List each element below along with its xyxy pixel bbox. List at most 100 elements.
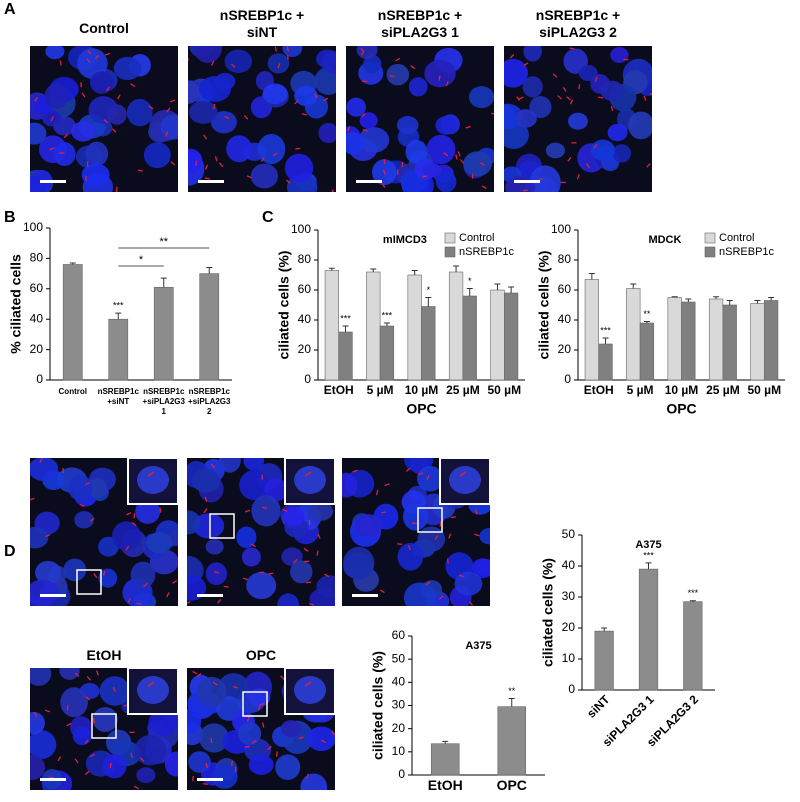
nucleus: [243, 458, 265, 471]
x-tick-label: Control: [59, 387, 87, 396]
x-tick-label: siNT: [584, 692, 613, 721]
image-title: Control: [79, 20, 129, 36]
cilium: [362, 129, 368, 132]
cilium: [285, 179, 291, 184]
y-tick-label: 60: [392, 628, 406, 642]
cilium: [127, 597, 131, 604]
nucleus: [343, 546, 375, 580]
nucleus: [146, 532, 173, 554]
nucleus: [30, 668, 52, 686]
cilium: [172, 580, 178, 584]
cilium: [610, 105, 614, 112]
bar: [708, 298, 724, 381]
comparison-label: *: [139, 254, 144, 266]
significance: ***: [643, 550, 654, 560]
cilium: [455, 154, 458, 160]
nucleus: [92, 707, 118, 732]
nucleus: [53, 142, 76, 166]
nucleus: [435, 171, 457, 192]
y-tick-label: 20: [298, 342, 312, 356]
cilium: [518, 96, 524, 100]
cilium: [50, 116, 54, 122]
nucleus: [282, 506, 305, 527]
nucleus: [424, 59, 456, 88]
cilium: [212, 681, 218, 686]
x-tick-label: 10 µM: [405, 383, 439, 397]
cilium: [223, 585, 229, 588]
x-tick-label: 50 µM: [748, 383, 782, 397]
bar: [503, 292, 519, 381]
bar: [421, 306, 436, 381]
cilium: [188, 58, 190, 61]
error-bar: [442, 740, 449, 744]
cilium: [361, 50, 365, 56]
cilium: [594, 76, 598, 82]
y-tick-label: 60: [298, 282, 312, 296]
scale-bar: [40, 594, 66, 597]
significance: ***: [382, 310, 393, 320]
cilium: [139, 757, 145, 762]
error-bar: [685, 298, 692, 302]
y-tick-label: 20: [30, 342, 44, 356]
inset-nucleus: [294, 676, 326, 704]
nucleus: [590, 139, 615, 161]
significance: ***: [340, 313, 351, 323]
y-tick-label: 60: [30, 281, 44, 295]
nucleus: [30, 175, 46, 192]
x-tick-label: 10 µM: [665, 383, 699, 397]
nucleus: [545, 142, 566, 159]
cilium: [458, 574, 464, 578]
bar: [638, 568, 659, 691]
nucleus: [188, 100, 218, 124]
nucleus: [342, 472, 358, 498]
error-bar: [328, 267, 335, 271]
cilium: [261, 722, 265, 728]
cilium: [324, 573, 330, 578]
cilium: [468, 601, 474, 606]
image-title-line: siNT: [247, 24, 278, 40]
error-bar: [466, 288, 473, 296]
cilium: [45, 534, 51, 538]
cilium: [598, 96, 604, 99]
cilium: [232, 685, 238, 689]
cilium: [115, 186, 118, 192]
nucleus: [356, 46, 378, 60]
nucleus: [346, 97, 366, 117]
nucleus: [405, 139, 428, 164]
significance: *: [427, 285, 431, 295]
legend-swatch: [444, 246, 456, 258]
x-tick-label-line: +siPLA2G3: [143, 397, 186, 406]
chart-title: A375: [465, 640, 491, 652]
inset-nucleus: [137, 466, 169, 494]
bar: [199, 273, 220, 381]
y-tick-label: 100: [291, 222, 311, 236]
cilium: [94, 54, 100, 60]
error-bar: [630, 283, 637, 289]
micrograph: [346, 46, 494, 192]
cilium: [112, 686, 116, 692]
nucleus: [529, 165, 561, 192]
nucleus: [199, 723, 229, 753]
cilium: [323, 97, 329, 102]
bar: [639, 322, 655, 381]
cilium: [259, 703, 265, 706]
error-bar: [383, 322, 390, 326]
nucleus: [262, 83, 288, 105]
nucleus: [102, 754, 127, 779]
nucleus: [68, 475, 93, 501]
cilium: [439, 521, 442, 527]
bar: [763, 300, 779, 381]
cilium: [246, 716, 250, 722]
nucleus: [600, 80, 624, 101]
cells: [30, 458, 178, 606]
cilium: [523, 62, 529, 66]
cilium: [126, 512, 132, 516]
inset-source: [91, 713, 117, 739]
y-tick-label: 40: [30, 311, 44, 325]
x-tick-label-line: EtOH: [428, 777, 463, 793]
micrograph: [30, 667, 179, 790]
nucleus: [267, 53, 290, 74]
nucleus: [205, 562, 227, 586]
scale-bar: [514, 180, 540, 183]
error-bar: [689, 600, 696, 602]
